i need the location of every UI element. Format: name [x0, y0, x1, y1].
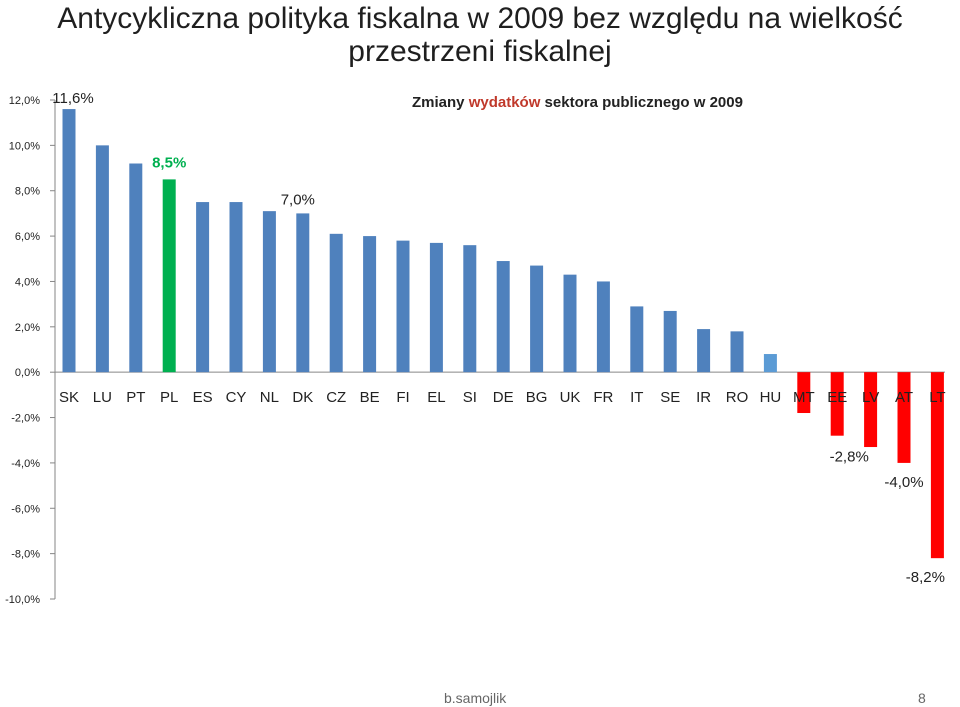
bar-de — [496, 261, 510, 373]
bar-uk — [563, 274, 577, 373]
bar-hu — [763, 354, 777, 373]
bar-si — [463, 245, 477, 373]
x-tick-label-se: SE — [660, 389, 680, 406]
x-tick-label-el: EL — [427, 389, 445, 406]
x-tick-label-cy: CY — [226, 389, 247, 406]
x-tick-label-nl: NL — [260, 389, 279, 406]
bar-fi — [396, 240, 410, 373]
x-tick-label-be: BE — [360, 389, 380, 406]
bar-es — [196, 202, 210, 373]
x-tick-label-lu: LU — [93, 389, 112, 406]
data-label-dk: 7,0% — [281, 191, 315, 208]
y-tick-label: 10,0% — [9, 140, 40, 152]
data-label-sk: 11,6% — [52, 90, 93, 107]
y-tick-label: -4,0% — [11, 458, 40, 470]
bar-nl — [262, 211, 276, 373]
x-tick-label-mt: MT — [793, 389, 815, 406]
x-tick-label-lt: LT — [929, 389, 945, 406]
x-tick-label-fi: FI — [396, 389, 409, 406]
x-tick-label-ro: RO — [726, 389, 749, 406]
subtitle-suffix: sektora publicznego w 2009 — [540, 94, 743, 111]
chart-title: Antycykliczna polityka fiskalna w 2009 b… — [57, 2, 903, 68]
bar-be — [363, 236, 377, 373]
bar-dk — [296, 213, 310, 373]
x-tick-label-bg: BG — [526, 389, 548, 406]
page-number: 8 — [918, 690, 926, 706]
bar-it — [630, 306, 644, 373]
y-tick-label: 12,0% — [9, 95, 40, 107]
data-label-pl: 8,5% — [152, 154, 186, 171]
bar-lu — [95, 145, 109, 373]
x-tick-label-es: ES — [193, 389, 213, 406]
bar-fr — [596, 281, 610, 373]
bar-ir — [697, 329, 711, 373]
x-tick-label-si: SI — [463, 389, 477, 406]
y-tick-label: -2,0% — [11, 413, 40, 425]
bar-ro — [730, 331, 744, 373]
data-label-at: -4,0% — [884, 474, 923, 491]
bar-ee — [830, 372, 844, 436]
chart-subtitle: Zmiany wydatków sektora publicznego w 20… — [412, 94, 743, 111]
bar-el — [429, 242, 443, 373]
bar-pl — [162, 179, 176, 373]
x-tick-label-sk: SK — [59, 389, 79, 406]
x-tick-label-ee: EE — [827, 389, 847, 406]
subtitle-prefix: Zmiany — [412, 94, 469, 111]
y-tick-label: 0,0% — [15, 367, 40, 379]
y-tick-label: 8,0% — [15, 186, 40, 198]
data-label-lt: -8,2% — [906, 569, 945, 586]
bar-mt — [797, 372, 811, 414]
x-tick-label-lv: LV — [862, 389, 879, 406]
footer-author: b.samojlik — [444, 690, 507, 706]
x-tick-label-pt: PT — [126, 389, 145, 406]
x-tick-label-ir: IR — [696, 389, 711, 406]
bar-cz — [329, 233, 343, 373]
x-tick-label-pl: PL — [160, 389, 178, 406]
y-tick-label: 4,0% — [15, 276, 40, 288]
y-tick-label: -10,0% — [5, 594, 40, 606]
bar-se — [663, 310, 677, 373]
y-tick-label: -6,0% — [11, 503, 40, 515]
bar-pt — [129, 163, 143, 373]
x-tick-label-fr: FR — [593, 389, 613, 406]
bar-lt — [930, 372, 944, 559]
bar-at — [897, 372, 911, 463]
y-tick-label: 6,0% — [15, 231, 40, 243]
x-tick-label-it: IT — [630, 389, 643, 406]
data-label-ee: -2,8% — [830, 449, 869, 466]
x-tick-label-uk: UK — [560, 389, 581, 406]
subtitle-highlight: wydatków — [468, 94, 541, 111]
x-tick-label-at: AT — [895, 389, 913, 406]
y-tick-label: 2,0% — [15, 322, 40, 334]
bar-bg — [530, 265, 544, 373]
bar-cy — [229, 202, 243, 373]
y-tick-label: -8,0% — [11, 549, 40, 561]
bar-sk — [62, 109, 76, 373]
x-tick-label-cz: CZ — [326, 389, 346, 406]
bar-lv — [864, 372, 878, 448]
x-tick-label-dk: DK — [292, 389, 313, 406]
x-tick-label-de: DE — [493, 389, 514, 406]
x-tick-label-hu: HU — [760, 389, 782, 406]
